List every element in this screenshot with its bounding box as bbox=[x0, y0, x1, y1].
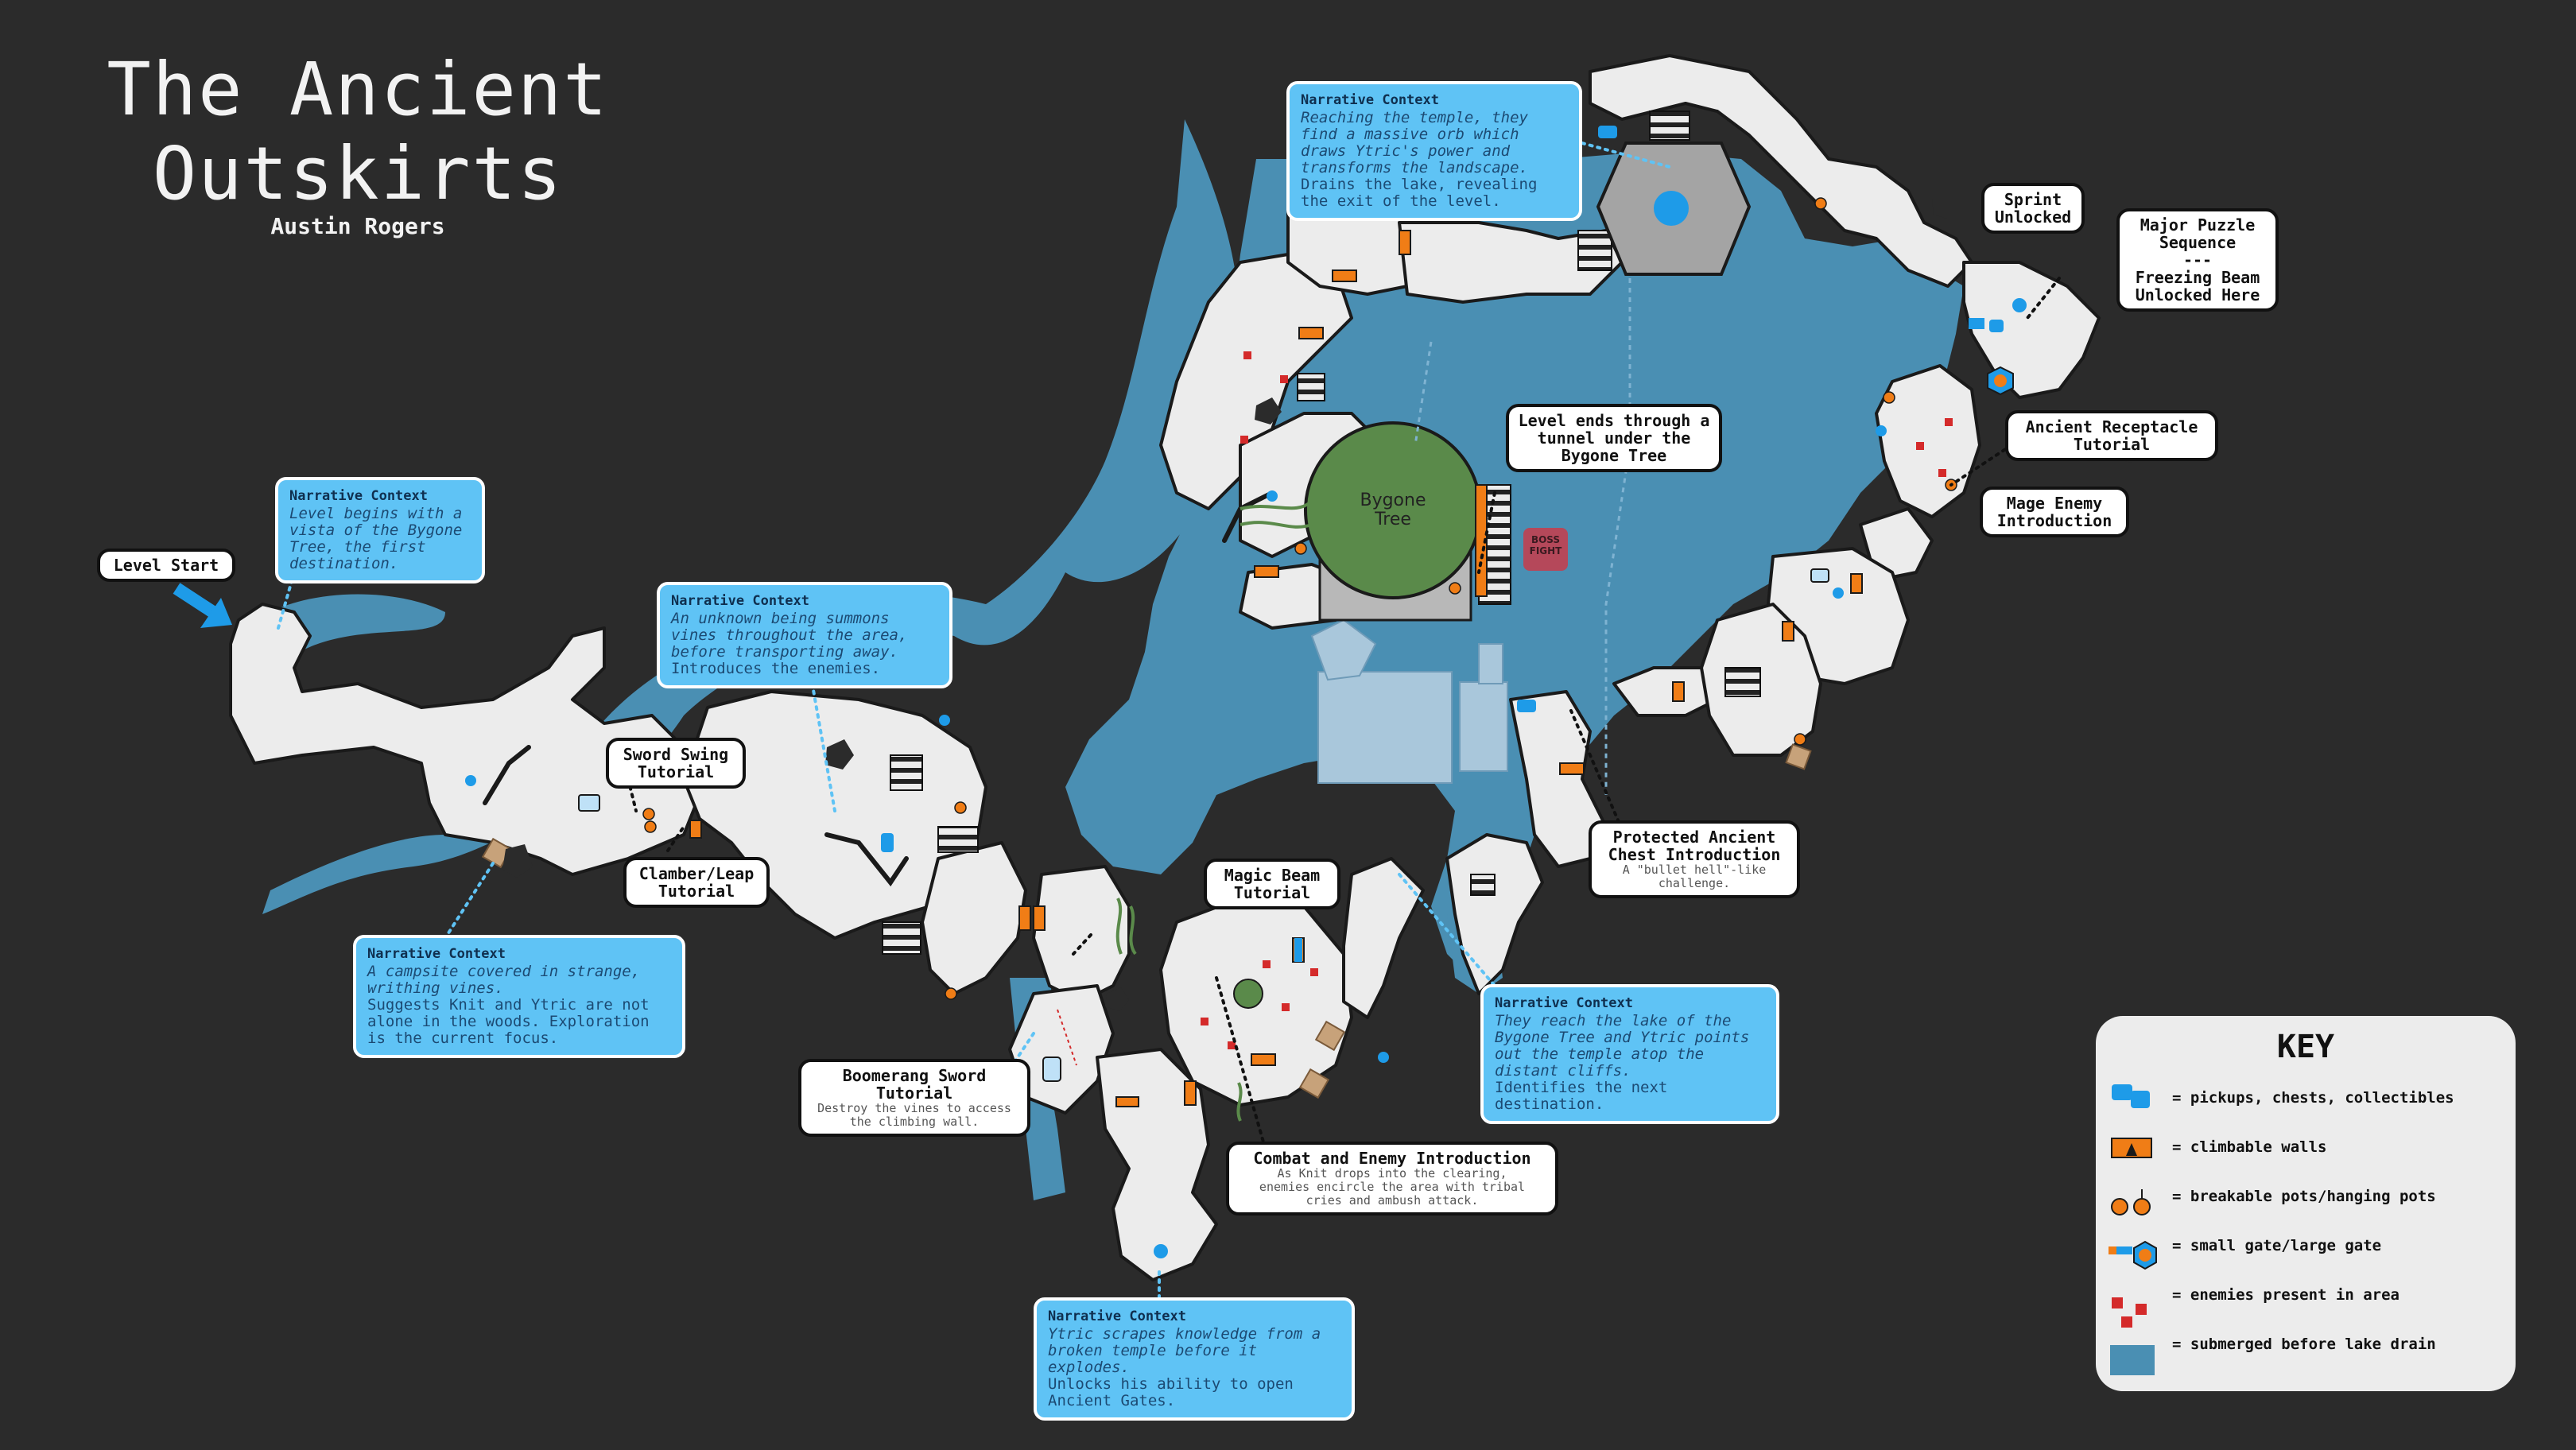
callout-label: Level ends through a tunnel under the By… bbox=[1518, 411, 1710, 465]
narrative-italic: A campsite covered in strange, writhing … bbox=[367, 963, 641, 997]
narrative-temple-orb: Narrative Context Reaching the temple, t… bbox=[1286, 81, 1582, 221]
key-row-pickups: = pickups, chests, collectibles bbox=[2172, 1089, 2454, 1107]
gate-icon bbox=[2109, 1240, 2157, 1270]
enemy-markers bbox=[1057, 351, 1953, 1066]
submerged-icon bbox=[2110, 1345, 2155, 1375]
callout-sub: Destroy the vines to access the climbing… bbox=[817, 1101, 1011, 1129]
author: Austin Rogers bbox=[270, 213, 445, 239]
key-row-climbable: = climbable walls bbox=[2172, 1138, 2327, 1156]
narrative-summons: Narrative Context An unknown being summo… bbox=[657, 582, 952, 688]
narrative-vista: Narrative Context Level begins with a vi… bbox=[275, 477, 485, 583]
callout-label: Protected Ancient Chest Introduction bbox=[1608, 828, 1781, 864]
climbable-walls bbox=[689, 230, 1863, 1107]
narrative-heading: Narrative Context bbox=[1495, 995, 1633, 1011]
narrative-italic: Level begins with a vista of the Bygone … bbox=[289, 505, 463, 572]
narrative-italic: They reach the lake of the Bygone Tree a… bbox=[1495, 1012, 1750, 1080]
callout-level-start: Level Start bbox=[97, 549, 235, 582]
narrative-lake: Narrative Context They reach the lake of… bbox=[1480, 984, 1779, 1124]
level-start-arrow-icon bbox=[173, 583, 232, 628]
pickups bbox=[465, 126, 2027, 1258]
key-icons bbox=[2109, 1084, 2157, 1375]
narrative-heading: Narrative Context bbox=[1048, 1308, 1186, 1324]
callout-label: Sprint Unlocked bbox=[1994, 190, 2072, 227]
narrative-plain: Unlocks his ability to open Ancient Gate… bbox=[1048, 1375, 1294, 1409]
lake-path-guides bbox=[1414, 278, 1631, 795]
key-row-enemies: = enemies present in area bbox=[2172, 1286, 2399, 1304]
callout-label: Major Puzzle Sequence --- Freezing Beam … bbox=[2135, 215, 2260, 304]
enemy-icon bbox=[2112, 1297, 2147, 1328]
key-row-gates: = small gate/large gate bbox=[2172, 1237, 2382, 1254]
callout-label: Mage Enemy Introduction bbox=[1996, 494, 2112, 530]
callout-boomerang: Boomerang Sword Tutorial Destroy the vin… bbox=[798, 1059, 1030, 1137]
key-row-pots: = breakable pots/hanging pots bbox=[2172, 1188, 2436, 1205]
callout-sword-swing: Sword Swing Tutorial bbox=[606, 738, 746, 789]
callout-label: Boomerang Sword Tutorial bbox=[842, 1066, 987, 1103]
narrative-italic: Reaching the temple, they find a massive… bbox=[1301, 109, 1528, 176]
callout-level-ends: Level ends through a tunnel under the By… bbox=[1506, 404, 1722, 472]
key-title: KEY bbox=[2276, 1029, 2335, 1065]
bygone-tree-label: Bygone Tree bbox=[1360, 490, 1426, 529]
callout-protected-chest: Protected Ancient Chest Introduction A "… bbox=[1589, 820, 1800, 898]
callout-label: Magic Beam Tutorial bbox=[1224, 866, 1321, 902]
map-key: KEY = pickups, chests, collectibles = c bbox=[2096, 1016, 2516, 1391]
climbable-wall-icon bbox=[2111, 1138, 2152, 1158]
callout-major-puzzle: Major Puzzle Sequence --- Freezing Beam … bbox=[2116, 208, 2279, 312]
callout-label: Clamber/Leap Tutorial bbox=[638, 864, 755, 901]
callout-receptacle: Ancient Receptacle Tutorial bbox=[2005, 410, 2218, 461]
pot-icon bbox=[2111, 1189, 2151, 1215]
map-title: The Ancient Outskirts bbox=[107, 47, 609, 216]
gates bbox=[1294, 318, 2014, 962]
callout-sub: As Knit drops into the clearing, enemies… bbox=[1259, 1166, 1526, 1208]
boss-fight-marker bbox=[1523, 528, 1568, 571]
callout-sub: A "bullet hell"-like challenge. bbox=[1622, 863, 1767, 890]
narrative-heading: Narrative Context bbox=[671, 593, 809, 609]
callout-label: Combat and Enemy Introduction bbox=[1253, 1149, 1531, 1168]
narrative-plain: Suggests Knit and Ytric are not alone in… bbox=[367, 996, 650, 1047]
narrative-heading: Narrative Context bbox=[1301, 92, 1439, 108]
callout-label: Sword Swing Tutorial bbox=[623, 745, 729, 781]
callout-mage: Mage Enemy Introduction bbox=[1980, 487, 2129, 537]
narrative-plain: Drains the lake, revealing the exit of t… bbox=[1301, 176, 1538, 210]
narrative-plain: Introduces the enemies. bbox=[671, 660, 881, 677]
key-row-submerged: = submerged before lake drain bbox=[2172, 1336, 2436, 1353]
callout-clamber: Clamber/Leap Tutorial bbox=[623, 857, 770, 908]
narrative-heading: Narrative Context bbox=[289, 488, 428, 504]
callout-combat: Combat and Enemy Introduction As Knit dr… bbox=[1226, 1142, 1558, 1215]
boulders bbox=[502, 191, 2140, 1011]
boss-fight-label: BOSS FIGHT bbox=[1529, 534, 1562, 556]
narrative-campsite: Narrative Context A campsite covered in … bbox=[353, 935, 685, 1058]
callout-label: Ancient Receptacle Tutorial bbox=[2025, 417, 2198, 454]
narrative-plain: Identifies the next destination. bbox=[1495, 1079, 1668, 1113]
vines bbox=[1115, 499, 1313, 1122]
callout-label: Level Start bbox=[113, 556, 219, 575]
pots bbox=[642, 197, 1957, 1000]
orb-icon bbox=[1654, 191, 1689, 226]
submerged-area bbox=[1310, 618, 1508, 784]
pickup-icon bbox=[2112, 1084, 2150, 1108]
callout-magic-beam: Magic Beam Tutorial bbox=[1204, 859, 1340, 909]
narrative-italic: An unknown being summons vines throughou… bbox=[671, 610, 908, 661]
narrative-heading: Narrative Context bbox=[367, 946, 506, 962]
callout-sprint: Sprint Unlocked bbox=[1981, 183, 2085, 234]
narrative-broken-temple: Narrative Context Ytric scrapes knowledg… bbox=[1034, 1297, 1355, 1421]
narrative-italic: Ytric scrapes knowledge from a broken te… bbox=[1048, 1325, 1321, 1376]
